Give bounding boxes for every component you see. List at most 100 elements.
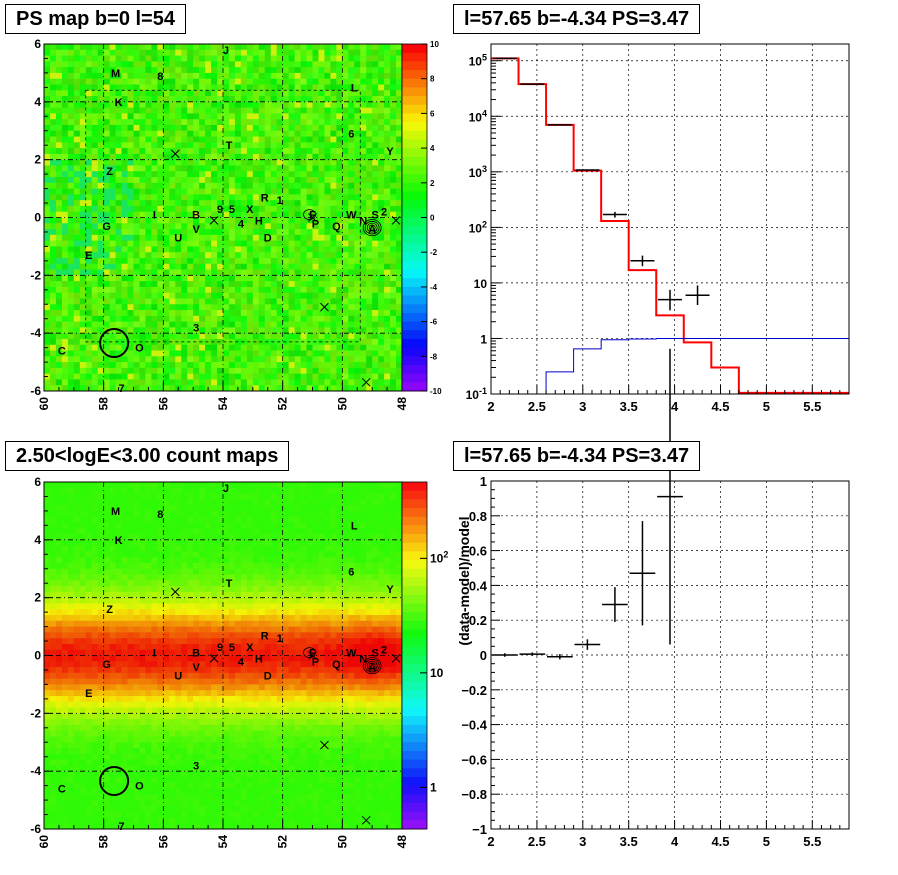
map-pixel: [49, 753, 57, 760]
map-pixel: [85, 362, 93, 369]
map-pixel: [133, 482, 140, 489]
map-pixel: [330, 61, 337, 68]
map-pixel: [223, 240, 230, 247]
map-pixel: [91, 528, 99, 535]
map-pixel: [318, 90, 325, 97]
map-pixel: [133, 823, 140, 830]
source-cross-marker: [361, 377, 371, 387]
map-pixel: [396, 78, 403, 85]
map-pixel: [205, 177, 212, 184]
map-pixel: [85, 655, 93, 662]
map-pixel: [97, 113, 105, 120]
map-pixel: [384, 205, 391, 213]
map-pixel: [318, 67, 325, 74]
map-pixel: [67, 800, 75, 807]
map-pixel: [139, 678, 146, 685]
map-pixel: [103, 609, 111, 616]
map-pixel: [115, 776, 122, 784]
map-pixel: [85, 367, 93, 375]
x-tick-label: 5: [763, 399, 770, 414]
map-pixel: [91, 84, 99, 91]
map-pixel: [73, 620, 81, 627]
map-pixel: [211, 78, 218, 85]
map-pixel: [240, 304, 248, 311]
map-pixel: [91, 142, 99, 149]
map-pixel: [127, 707, 134, 714]
map-pixel: [169, 310, 176, 317]
map-pixel: [73, 765, 81, 772]
map-pixel: [67, 159, 75, 166]
map-pixel: [360, 269, 367, 276]
map-pixel: [276, 257, 284, 265]
map-pixel: [318, 205, 325, 213]
x-tick-label: 5.5: [803, 399, 821, 414]
map-pixel: [73, 638, 81, 645]
source-label: W: [346, 210, 357, 222]
map-pixel: [258, 177, 266, 184]
map-pixel: [109, 591, 116, 599]
map-pixel: [342, 269, 349, 276]
map-pixel: [240, 159, 248, 166]
map-pixel: [199, 350, 206, 357]
map-pixel: [228, 61, 236, 68]
map-pixel: [330, 200, 337, 207]
map-pixel: [390, 165, 397, 172]
colorbar-segment: [402, 139, 427, 149]
map-pixel: [396, 310, 403, 317]
map-pixel: [79, 263, 87, 270]
map-pixel: [67, 811, 75, 818]
map-pixel: [384, 119, 391, 126]
map-pixel: [151, 344, 158, 351]
map-pixel: [288, 90, 295, 97]
map-pixel: [306, 362, 313, 369]
map-pixel: [384, 281, 391, 288]
map-pixel: [61, 701, 69, 708]
map-pixel: [151, 61, 158, 68]
map-pixel: [378, 321, 385, 328]
source-label: H: [255, 215, 263, 227]
map-pixel: [205, 257, 212, 265]
map-pixel: [97, 510, 105, 518]
map-pixel: [97, 794, 105, 801]
map-pixel: [396, 217, 403, 224]
spectrum-panel: 2 2.5 3 3.5 4 4.5 5 5.5 10-1 1 10 102 103 104 105 l=57…: [449, 0, 898, 437]
map-pixel: [396, 292, 403, 299]
map-pixel: [139, 782, 146, 789]
map-pixel: [91, 107, 99, 114]
map-pixel: [360, 298, 367, 305]
map-pixel: [348, 240, 355, 247]
source-cross-marker: [209, 216, 219, 225]
map-pixel: [205, 96, 212, 103]
map-pixel: [44, 672, 51, 680]
map-pixel: [294, 327, 301, 334]
map-pixel: [234, 194, 242, 201]
map-pixel: [67, 551, 75, 558]
map-pixel: [223, 263, 230, 270]
map-pixel: [181, 49, 188, 56]
map-pixel: [139, 67, 146, 74]
map-pixel: [139, 788, 146, 795]
map-pixel: [145, 568, 152, 575]
map-pixel: [91, 748, 99, 755]
map-pixel: [354, 310, 361, 317]
map-pixel: [217, 263, 224, 270]
map-pixel: [151, 136, 158, 143]
map-pixel: [139, 275, 146, 282]
map-pixel: [384, 379, 391, 386]
map-pixel: [163, 188, 170, 195]
map-pixel: [312, 61, 319, 68]
map-pixel: [55, 124, 63, 132]
map-pixel: [139, 281, 146, 288]
map-pixel: [384, 101, 391, 109]
map-pixel: [139, 292, 146, 299]
map-pixel: [97, 350, 105, 357]
map-pixel: [91, 643, 99, 651]
map-pixel: [228, 344, 236, 351]
map-pixel: [73, 568, 81, 575]
map-pixel: [115, 690, 122, 697]
map-pixel: [55, 333, 63, 340]
map-pixel: [360, 240, 367, 247]
map-pixel: [199, 96, 206, 103]
map-pixel: [211, 310, 218, 317]
map-pixel: [121, 165, 128, 172]
